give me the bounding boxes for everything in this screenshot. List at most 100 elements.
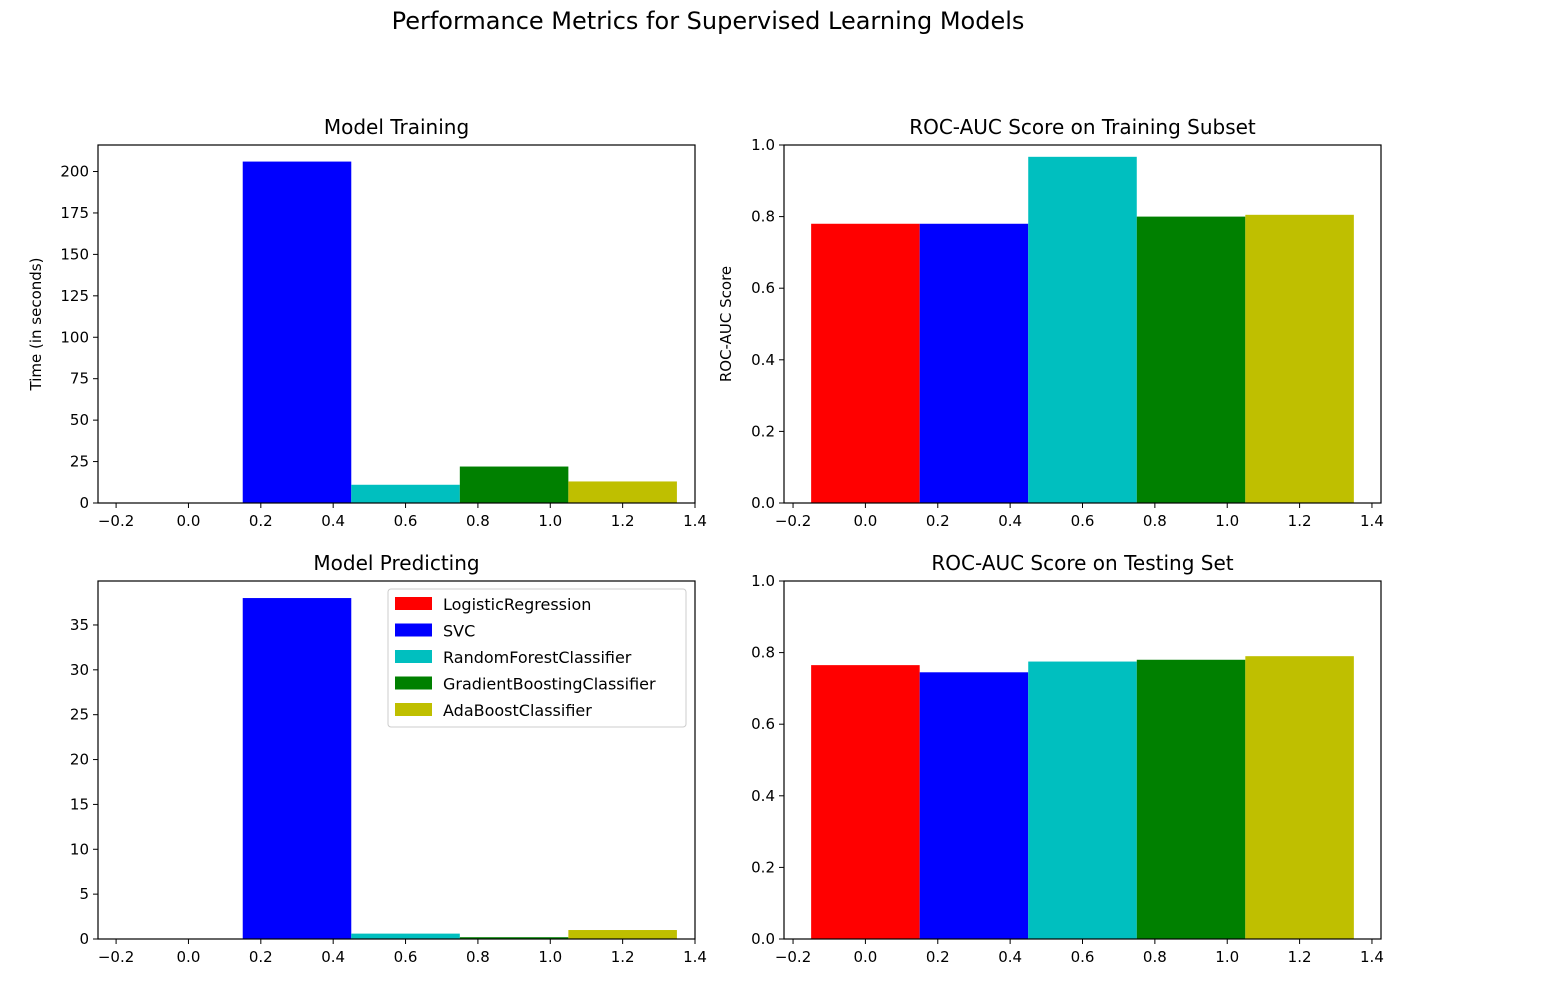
y-tick-label: 25 (70, 706, 89, 724)
legend-swatch-gradientboostingclassifier (395, 676, 432, 690)
y-tick-label: 0 (79, 930, 89, 948)
x-tick-label: 0.0 (853, 512, 877, 530)
x-tick-label: 1.4 (1360, 512, 1384, 530)
bar-randomforestclassifier (1028, 156, 1137, 503)
x-tick-label: 1.4 (683, 948, 707, 966)
y-tick-label: 0.0 (751, 930, 775, 948)
x-tick-label: 0.2 (249, 512, 273, 530)
x-tick-label: 0.2 (249, 948, 273, 966)
bar-randomforestclassifier (351, 933, 460, 939)
y-axis-label: ROC-AUC Score (717, 266, 735, 382)
y-tick-label: 150 (60, 245, 89, 263)
x-tick-label: 1.0 (1215, 512, 1239, 530)
y-tick-label: 15 (70, 795, 89, 813)
y-tick-label: 0.8 (751, 208, 775, 226)
y-tick-label: 175 (60, 204, 89, 222)
x-tick-label: −0.2 (775, 948, 811, 966)
y-tick-label: 0.6 (751, 715, 775, 733)
axes-title: Model Predicting (313, 551, 479, 575)
y-tick-label: 0.4 (751, 351, 775, 369)
x-tick-label: 0.2 (926, 512, 950, 530)
bar-adaboostclassifier (568, 930, 677, 939)
y-tick-label: 35 (70, 616, 89, 634)
x-tick-label: 0.0 (177, 512, 201, 530)
bar-adaboostclassifier (1245, 656, 1354, 939)
bar-svc (242, 598, 352, 939)
x-tick-label: 1.2 (611, 948, 635, 966)
bar-logisticregression (811, 223, 920, 503)
axes-title: ROC-AUC Score on Training Subset (909, 115, 1256, 139)
y-axis-label: Time (in seconds) (27, 258, 45, 392)
y-tick-label: 20 (70, 751, 89, 769)
x-tick-label: 0.0 (177, 948, 201, 966)
x-tick-label: 1.0 (538, 948, 562, 966)
y-tick-label: 0.2 (751, 858, 775, 876)
legend-swatch-svc (395, 623, 432, 637)
y-tick-label: 100 (60, 328, 89, 346)
legend-label: AdaBoostClassifier (443, 701, 592, 720)
figure-suptitle: Performance Metrics for Supervised Learn… (392, 7, 1025, 35)
x-tick-label: −0.2 (98, 948, 134, 966)
bar-svc (919, 672, 1029, 939)
bar-gradientboostingclassifier (459, 937, 569, 939)
y-tick-label: 50 (70, 411, 89, 429)
y-tick-label: 0 (79, 494, 89, 512)
y-tick-label: 1.0 (751, 136, 775, 154)
x-tick-label: 1.2 (1288, 512, 1312, 530)
x-tick-label: 0.4 (998, 948, 1022, 966)
x-tick-label: 1.4 (1360, 948, 1384, 966)
y-tick-label: 0.8 (751, 644, 775, 662)
y-tick-label: 0.4 (751, 787, 775, 805)
x-tick-label: 0.6 (394, 512, 418, 530)
x-tick-label: −0.2 (775, 512, 811, 530)
x-tick-label: 0.6 (1071, 512, 1095, 530)
y-tick-label: 1.0 (751, 572, 775, 590)
legend-swatch-randomforestclassifier (395, 650, 432, 663)
axes-title: Model Training (324, 115, 469, 139)
bar-gradientboostingclassifier (1136, 216, 1246, 503)
y-tick-label: 0.0 (751, 494, 775, 512)
x-tick-label: 0.4 (321, 948, 345, 966)
bar-svc (242, 161, 352, 503)
x-tick-label: 1.2 (1288, 948, 1312, 966)
x-tick-label: −0.2 (98, 512, 134, 530)
x-tick-label: 1.2 (611, 512, 635, 530)
y-tick-label: 125 (60, 287, 89, 305)
x-tick-label: 0.4 (998, 512, 1022, 530)
bar-logisticregression (811, 665, 920, 939)
bar-gradientboostingclassifier (459, 466, 569, 503)
bar-randomforestclassifier (351, 484, 460, 503)
axes-roc-auc-training: ROC-AUC Score on Training Subset−0.2 0.0 0… (717, 115, 1384, 530)
x-tick-label: 0.8 (466, 948, 490, 966)
y-tick-label: 10 (70, 840, 89, 858)
x-tick-label: 0.8 (1143, 948, 1167, 966)
x-tick-label: 1.0 (538, 512, 562, 530)
bar-adaboostclassifier (1245, 214, 1354, 503)
legend-label: SVC (443, 622, 475, 641)
x-tick-label: 0.6 (1071, 948, 1095, 966)
y-tick-label: 200 (60, 163, 89, 181)
bar-gradientboostingclassifier (1136, 659, 1246, 939)
y-tick-label: 0.6 (751, 279, 775, 297)
axes-model-training: Model Training −0.2 0.0 0.2 0.4 0.6 0.8 1.0 1.2 1… (27, 115, 707, 530)
plot-frame (97, 144, 696, 504)
axes-title: ROC-AUC Score on Testing Set (931, 551, 1233, 575)
bar-svc (919, 223, 1029, 503)
x-tick-label: 1.4 (683, 512, 707, 530)
x-tick-label: 0.4 (321, 512, 345, 530)
y-tick-label: 25 (70, 453, 89, 471)
bar-randomforestclassifier (1028, 661, 1137, 939)
y-tick-label: 5 (79, 885, 89, 903)
x-tick-label: 0.6 (394, 948, 418, 966)
y-tick-label: 75 (70, 370, 89, 388)
legend-swatch-logisticregression (395, 597, 432, 610)
legend-label: GradientBoostingClassifier (443, 675, 656, 694)
legend-label: RandomForestClassifier (443, 648, 632, 667)
legend-frame (387, 588, 687, 728)
x-tick-label: 0.8 (1143, 512, 1167, 530)
axes-roc-auc-testing: ROC-AUC Score on Testing Set−0.2 0.0 0.2 0.… (751, 551, 1384, 966)
bar-adaboostclassifier (568, 481, 677, 503)
x-tick-label: 0.8 (466, 512, 490, 530)
x-tick-label: 0.0 (853, 948, 877, 966)
